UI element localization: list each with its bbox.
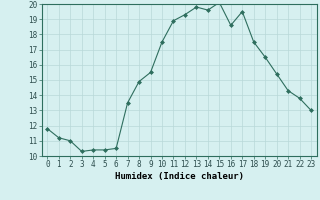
X-axis label: Humidex (Indice chaleur): Humidex (Indice chaleur) <box>115 172 244 181</box>
